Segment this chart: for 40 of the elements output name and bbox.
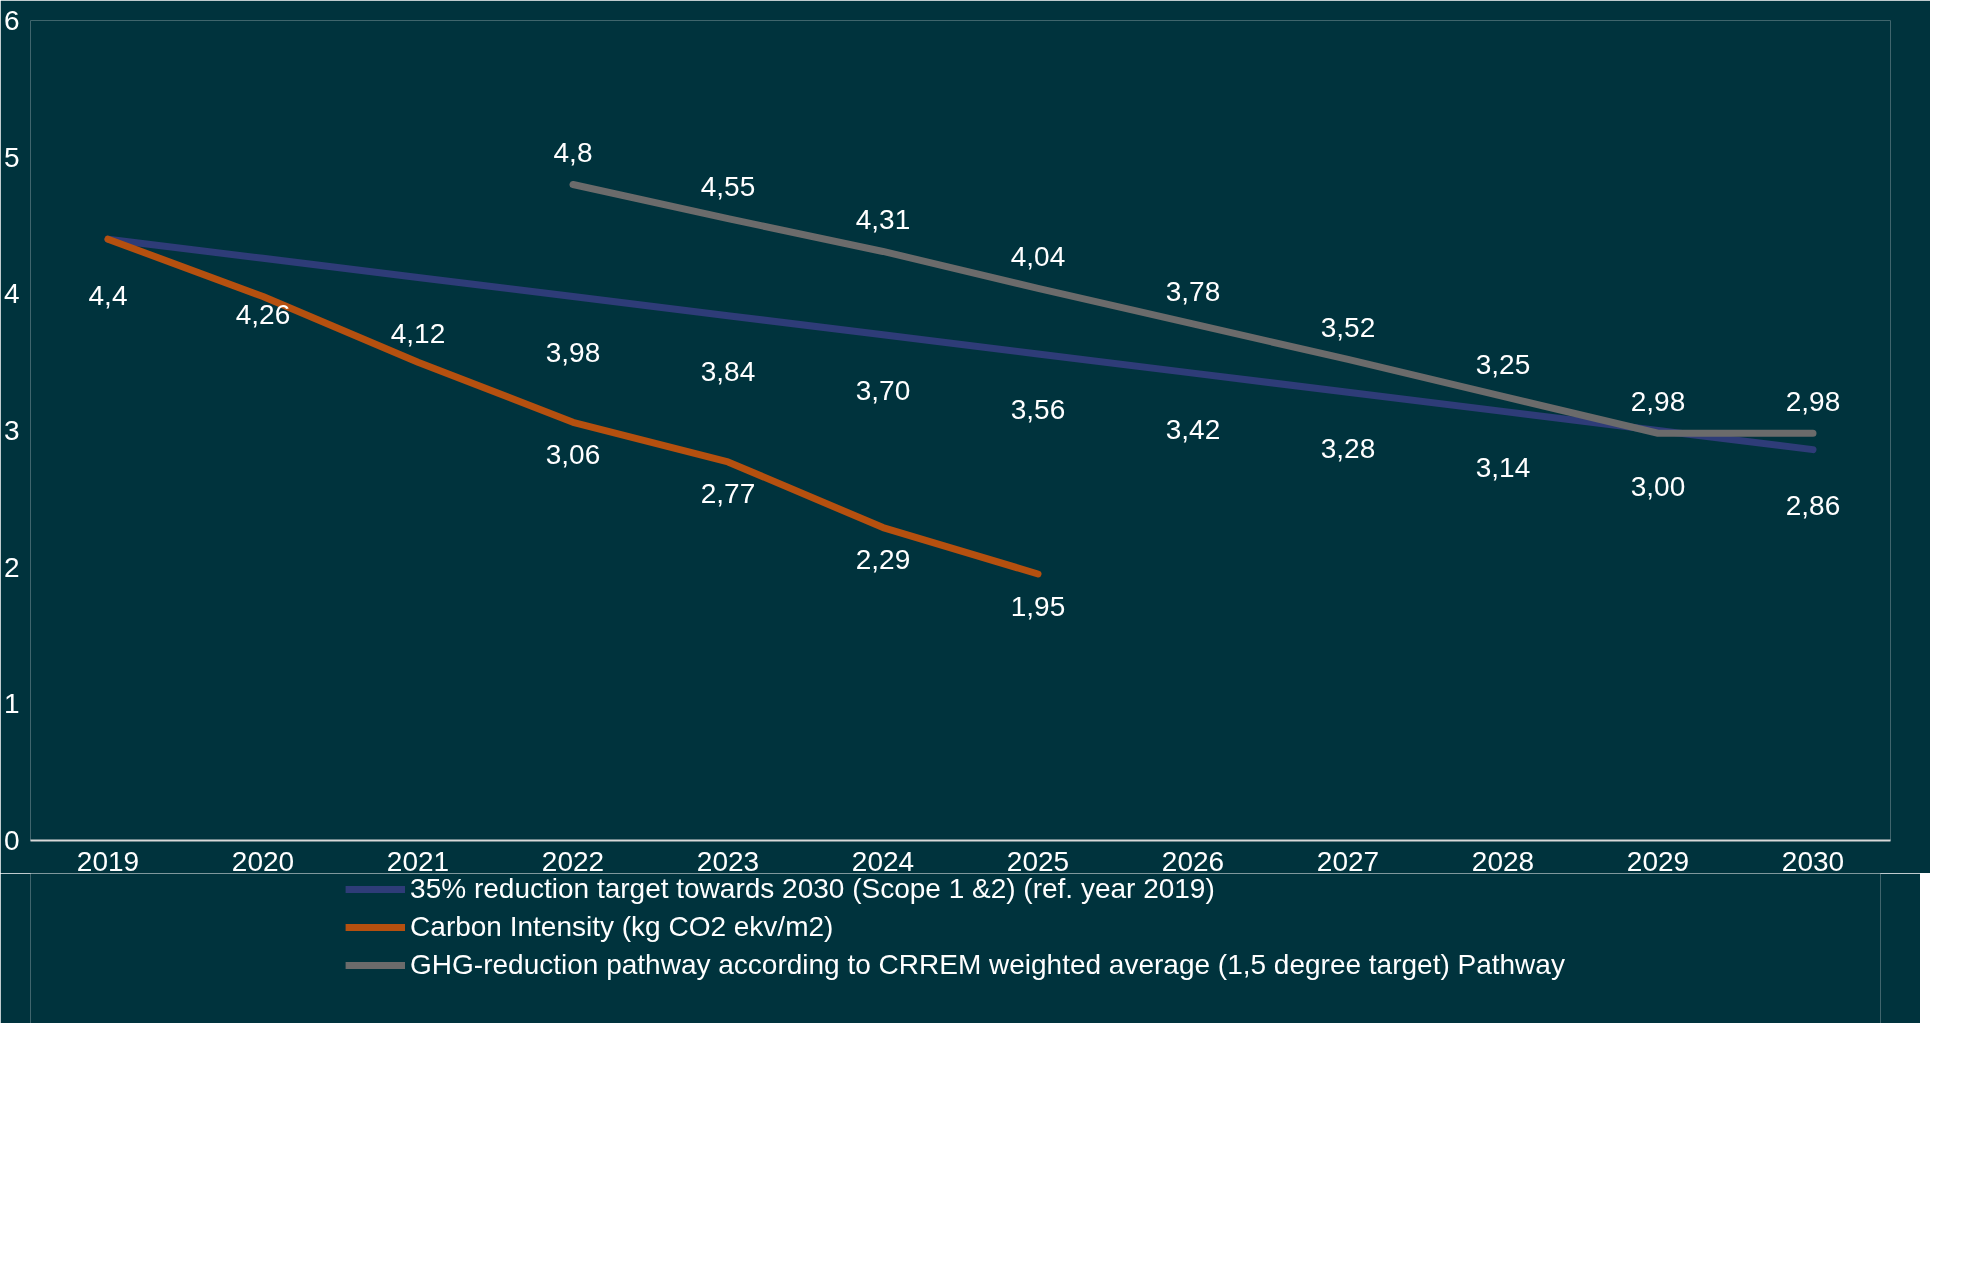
legend-label: GHG-reduction pathway according to CRREM weighted average (1,5 degree target) Pathway [410,949,1565,981]
x-tick-label: 2020 [231,845,295,877]
data-label: 2,86 [1785,490,1841,522]
data-label: 4,8 [553,137,593,168]
y-tick-label: 5 [3,141,20,173]
data-label: 4,04 [1010,240,1066,272]
legend-label: Carbon Intensity (kg CO2 ekv/m2) [410,911,834,943]
data-label: 2,77 [700,478,756,510]
x-tick-label: 2019 [76,845,140,877]
data-label: 3,56 [1010,394,1066,426]
x-tick-label: 2030 [1781,845,1845,877]
y-tick-label: 2 [3,551,20,583]
data-label: 1,95 [1010,590,1066,622]
data-label: 3,14 [1475,451,1531,483]
x-tick-label: 2027 [1316,845,1380,877]
data-label: 3,78 [1165,276,1221,308]
data-label: 2,98 [1785,385,1841,417]
data-label: 3,28 [1320,432,1376,464]
data-label: 4,55 [700,171,756,203]
x-tick-label: 2029 [1626,845,1690,877]
data-label: 3,70 [855,375,911,407]
data-label: 3,06 [545,438,601,470]
data-label: 4,31 [855,203,911,235]
y-tick-label: 0 [3,825,20,856]
data-label: 3,52 [1320,311,1376,343]
data-label: 3,98 [545,337,601,369]
y-tick-label: 1 [3,688,20,720]
data-label: 3,00 [1630,471,1686,502]
data-label: 4,26 [235,298,291,330]
data-label: 2,29 [855,544,911,576]
data-label: 4,12 [390,317,446,349]
data-label: 3,42 [1165,413,1221,445]
y-tick-label: 4 [3,278,20,310]
data-label: 4,4 [88,279,128,311]
x-tick-label: 2028 [1471,845,1535,877]
y-tick-label: 6 [3,5,20,36]
y-tick-label: 3 [3,415,20,446]
data-label: 3,84 [700,356,756,388]
data-label: 3,25 [1475,348,1531,380]
data-label: 2,98 [1630,385,1686,417]
